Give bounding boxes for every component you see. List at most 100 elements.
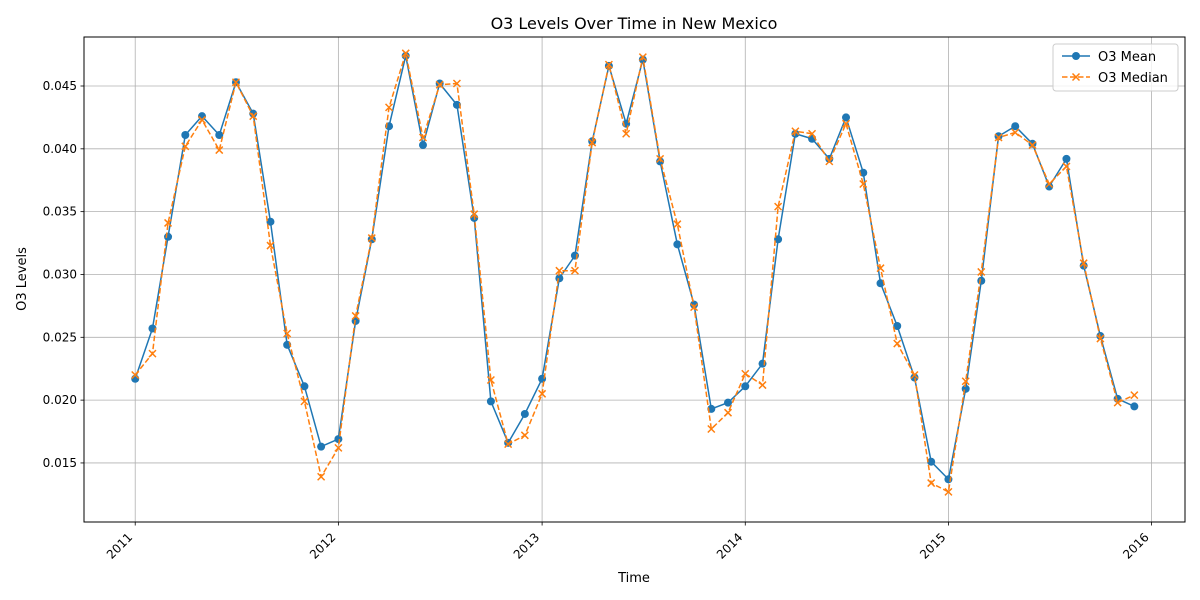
mean-data-point [1130,402,1139,411]
mean-data-point [300,382,309,391]
median-data-point [538,389,547,398]
median-data-point [215,146,224,155]
median-data-point [197,115,207,124]
chart-title: O3 Levels Over Time in New Mexico [491,14,778,33]
median-data-point [961,377,970,386]
y-tick-label: 0.030 [43,267,77,281]
mean-data-point [876,279,885,288]
mean-data-point [741,382,750,391]
mean-data-point [249,109,258,118]
median-data-point [1079,259,1088,268]
median-data-point [334,443,343,452]
mean-data-point [334,435,343,444]
legend-median-label: O3 Median [1098,71,1168,86]
mean-data-point [910,373,919,382]
median-data-point [825,157,834,166]
mean-data-point [317,442,326,451]
mean-data-point [418,141,427,150]
median-data-point [1130,391,1139,400]
legend: O3 Mean O3 Median [1052,43,1179,92]
median-data-point [604,60,613,69]
median-data-point [1028,141,1037,150]
x-axis-title: Time [617,571,650,586]
median-data-point [266,241,275,250]
y-axis-title: O3 Levels [15,247,30,311]
median-data-point [470,210,479,219]
median-data-point [910,370,919,380]
mean-data-point [994,132,1003,141]
mean-data-point [367,235,376,244]
median-data-point [367,234,376,243]
median-data-point [520,431,529,440]
y-tick-label: 0.015 [43,456,77,470]
mean-data-point [944,475,953,484]
median-data-point [181,142,190,151]
median-data-point [317,472,326,481]
mean-data-point [893,321,902,330]
median-data-point [131,370,140,380]
median-data-point [927,479,936,488]
median-data-point [690,303,699,312]
mean-data-point [1062,154,1071,163]
median-data-point [486,375,495,385]
mean-data-point [673,240,682,249]
median-data-point [808,129,817,138]
median-data-point [1045,179,1054,189]
mean-data-point [1045,182,1054,191]
mean-data-point [215,131,224,140]
median-data-point [876,264,885,273]
mean-data-point [435,79,444,88]
median-data-point [622,129,631,138]
median-data-point [452,79,461,88]
series-layer [131,49,1139,496]
mean-data-point [1028,139,1037,148]
y-axis: 0.015 0.020 0.025 0.030 0.035 0.040 0.045 [43,79,84,470]
median-data-point [418,133,428,142]
legend-median-marker [1071,72,1081,82]
median-data-point [435,80,444,89]
median-data-point [944,487,953,496]
median-data-point [249,112,258,121]
grid-lines [84,37,1185,522]
y-tick-label: 0.040 [43,142,77,156]
median-data-point [707,424,716,434]
plot-frame [83,36,1186,523]
y-tick-label: 0.035 [43,205,77,219]
y-tick-label: 0.020 [43,393,77,407]
y-tick-label: 0.045 [43,79,77,93]
median-data-point [1062,162,1071,171]
mean-data-point [842,113,851,122]
median-data-point [384,103,394,112]
mean-data-point [266,217,275,226]
median-data-point [723,408,733,417]
median-data-point [774,202,783,211]
median-data-point [148,349,157,358]
median-data-point [231,78,240,87]
median-data-point [283,329,292,338]
median-data-point [841,119,851,128]
legend-mean-marker [1072,52,1080,60]
mean-data-point [977,276,986,285]
median-data-point [555,266,564,275]
mean-data-point [504,438,513,447]
median-data-point [758,381,767,390]
mean-data-point [164,232,173,241]
y-tick-label: 0.025 [43,330,77,344]
mean-data-point [1011,122,1020,131]
median-data-point [401,49,410,58]
median-data-point [504,440,513,449]
median-data-point [994,133,1003,142]
median-data-point [570,266,579,275]
mean-data-point [724,398,733,407]
legend-mean-label: O3 Mean [1098,50,1156,65]
median-data-point [588,138,597,147]
median-data-point [893,339,902,348]
median-data-point [1113,398,1122,407]
median-data-point [656,154,665,163]
series-line-0 [134,55,1135,481]
mean-data-point [486,397,495,406]
mean-data-point [927,457,936,466]
median-data-point [638,53,647,62]
median-data-point [164,218,173,227]
